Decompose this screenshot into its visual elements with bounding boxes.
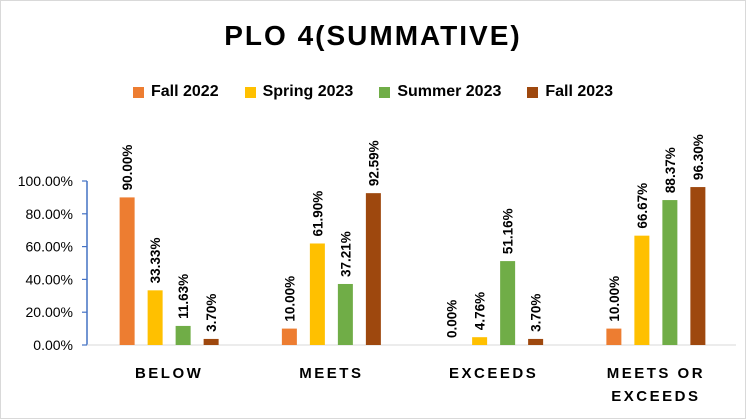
data-label: 3.70% <box>529 294 544 332</box>
bar <box>634 235 650 345</box>
legend-label: Spring 2023 <box>262 83 354 100</box>
data-label: 10.00% <box>282 276 297 322</box>
category-label: MEETS <box>299 365 363 382</box>
legend-swatch <box>133 86 144 98</box>
bar <box>175 325 191 345</box>
bar <box>365 193 381 345</box>
category-label: BELOW <box>135 365 203 382</box>
data-label: 0.00% <box>445 300 460 338</box>
data-label: 11.63% <box>176 274 191 319</box>
y-tick-label: 0.00% <box>33 337 73 353</box>
chart-title: PLO 4(SUMMATIVE) <box>224 20 522 51</box>
legend-label: Fall 2023 <box>545 83 613 100</box>
data-label: 10.00% <box>607 276 622 322</box>
legend-label: Fall 2022 <box>151 83 219 100</box>
legend-swatch <box>527 86 539 98</box>
bar <box>500 261 516 345</box>
bar <box>147 290 163 345</box>
data-label: 4.76% <box>473 292 488 330</box>
bar <box>690 187 706 345</box>
bar <box>309 243 325 345</box>
data-label: 90.00% <box>120 145 135 191</box>
data-label: 66.67% <box>635 183 650 229</box>
category-label: EXCEEDS <box>611 388 700 405</box>
legend-item: Fall 2022 <box>133 83 219 101</box>
data-label: 3.70% <box>204 294 219 332</box>
bar <box>119 197 135 345</box>
bar <box>281 328 297 345</box>
legend-swatch <box>379 86 391 98</box>
bar <box>337 283 353 345</box>
category-label: MEETS OR <box>607 365 705 382</box>
bar <box>472 337 488 345</box>
y-tick-label: 80.00% <box>26 206 73 222</box>
bar <box>606 328 622 345</box>
legend-item: Summer 2023 <box>379 83 501 101</box>
legend-label: Summer 2023 <box>397 83 502 100</box>
y-tick-label: 100.00% <box>18 173 73 189</box>
data-label: 92.59% <box>366 140 381 186</box>
category-label: EXCEEDS <box>449 365 538 382</box>
legend-swatch <box>244 86 256 98</box>
data-label: 88.37% <box>663 147 678 193</box>
data-label: 61.90% <box>310 191 325 237</box>
data-label: 51.16% <box>501 208 516 254</box>
data-label: 96.30% <box>691 134 706 180</box>
y-tick-label: 60.00% <box>26 239 73 255</box>
bar <box>662 200 678 345</box>
y-tick-label: 20.00% <box>26 304 73 320</box>
legend: Fall 2022 Spring 2023 Summer 2023 Fall 2023 <box>0 80 746 104</box>
y-tick-label: 40.00% <box>26 271 73 287</box>
data-label: 37.21% <box>338 231 353 277</box>
bar <box>203 338 219 345</box>
data-label: 33.33% <box>148 238 163 284</box>
legend-item: Spring 2023 <box>244 83 354 101</box>
bar <box>528 338 544 345</box>
legend-item: Fall 2023 <box>527 83 613 101</box>
